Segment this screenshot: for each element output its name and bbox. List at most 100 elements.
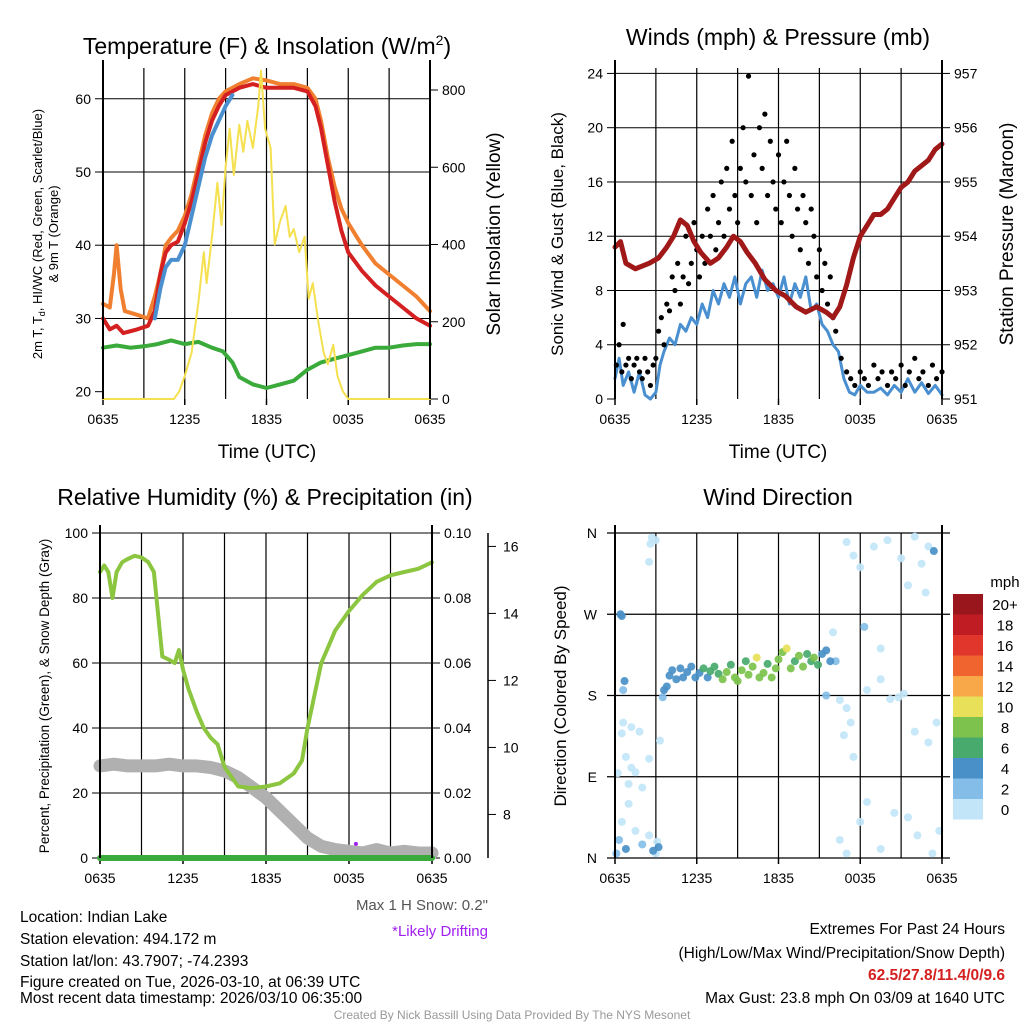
gust-point bbox=[767, 138, 773, 144]
rh-y-tick-label: 80 bbox=[72, 590, 88, 606]
gust-point bbox=[833, 328, 839, 334]
gust-point bbox=[724, 165, 730, 171]
precip-y-tick-label: 0.04 bbox=[444, 720, 471, 736]
wind-y-tick-label: 4 bbox=[595, 337, 603, 353]
wind-direction-point bbox=[646, 539, 655, 548]
colorbar-label: 20+ bbox=[992, 597, 1018, 614]
wind-direction-point bbox=[903, 813, 912, 822]
wind-direction-point bbox=[921, 588, 930, 597]
panel-1 bbox=[607, 60, 950, 405]
pressure-y-tick-label: 957 bbox=[954, 65, 978, 81]
gust-point bbox=[902, 382, 908, 389]
wind-direction-point bbox=[767, 673, 776, 682]
wind-direction-point bbox=[826, 657, 835, 666]
wind-direction-point bbox=[726, 660, 735, 669]
gust-point bbox=[916, 376, 922, 382]
wind-direction-point bbox=[662, 682, 671, 691]
wind-direction-point bbox=[897, 554, 906, 563]
gust-point bbox=[715, 220, 722, 226]
wind-direction-point bbox=[863, 686, 872, 695]
wind-direction-point bbox=[835, 696, 844, 705]
gust-point bbox=[778, 220, 784, 226]
gust-point bbox=[754, 220, 760, 226]
x-tick-label: 1235 bbox=[681, 870, 712, 886]
gust-point bbox=[619, 369, 625, 375]
snow-y-tick-label: 10 bbox=[503, 739, 519, 755]
gust-point bbox=[800, 192, 806, 199]
wind-direction-point bbox=[621, 844, 630, 853]
gust-point bbox=[875, 376, 881, 382]
gust-point bbox=[819, 287, 825, 294]
wind-direction-point bbox=[638, 783, 647, 792]
wind-direction-point bbox=[638, 840, 647, 849]
wind-direction-point bbox=[649, 846, 658, 855]
series-td bbox=[101, 338, 432, 390]
wind-direction-point bbox=[703, 673, 712, 682]
x-tick-label: 1235 bbox=[169, 411, 200, 427]
gust-point bbox=[808, 206, 814, 212]
gust-point bbox=[814, 274, 820, 280]
x-tick-label: 0035 bbox=[845, 411, 876, 427]
wind-direction-point bbox=[620, 677, 629, 686]
wind-direction-point bbox=[635, 727, 644, 736]
gust-point bbox=[666, 308, 673, 314]
wind-direction-point bbox=[790, 657, 799, 666]
series-wc bbox=[152, 93, 235, 321]
gust-point bbox=[844, 369, 850, 375]
gust-point bbox=[848, 376, 854, 382]
latlon-text: Station lat/lon: 43.7907; -74.2393 bbox=[20, 953, 248, 970]
wind-direction-point bbox=[876, 675, 885, 684]
series-9m-t bbox=[101, 76, 432, 321]
rh-y-tick-label: 40 bbox=[72, 720, 88, 736]
gust-point bbox=[805, 260, 812, 266]
precip-y-tick-label: 0.02 bbox=[444, 785, 471, 801]
wind-direction-point bbox=[890, 808, 899, 817]
gust-point bbox=[857, 369, 863, 375]
drifting-marker bbox=[353, 841, 358, 846]
gust-point bbox=[762, 111, 768, 117]
credit-text: Created By Nick Bassill Using Data Provi… bbox=[334, 1008, 691, 1022]
wind-y-tick-label: 24 bbox=[587, 65, 603, 81]
precip-y-tick-label: 0.10 bbox=[444, 525, 471, 541]
gust-point bbox=[822, 260, 828, 266]
wind-direction-point bbox=[730, 673, 739, 682]
wind-direction-point bbox=[645, 831, 654, 840]
colorbar-label: 0 bbox=[1001, 802, 1009, 819]
wind-direction-point bbox=[718, 675, 727, 684]
wind-direction-point bbox=[829, 628, 837, 637]
wind-direction-point bbox=[621, 752, 630, 761]
solar-y-tick-label: 200 bbox=[442, 314, 466, 330]
wind-direction-point bbox=[645, 754, 654, 763]
temp-y-tick-label: 30 bbox=[75, 310, 91, 326]
gust-point bbox=[811, 233, 817, 239]
wind-direction-point bbox=[679, 673, 688, 682]
wind-direction-point bbox=[714, 669, 723, 678]
wind-direction-point bbox=[863, 798, 872, 807]
wind-direction-point bbox=[741, 657, 750, 666]
gust-point bbox=[737, 165, 743, 171]
gust-point bbox=[636, 369, 643, 375]
snow-y-tick-label: 16 bbox=[503, 538, 519, 554]
max-snow-label: Max 1 H Snow: 0.2" bbox=[356, 897, 488, 914]
direction-y-tick-label: N bbox=[587, 525, 597, 541]
gust-point bbox=[745, 73, 752, 79]
x-tick-label: 0635 bbox=[926, 870, 957, 886]
colorbar-swatch bbox=[953, 594, 983, 615]
wind-direction-point bbox=[782, 644, 791, 653]
pressure-y-tick-label: 953 bbox=[954, 282, 978, 298]
wind-direction-point bbox=[699, 664, 708, 673]
wind-direction-point bbox=[856, 563, 865, 572]
wind-panel-title: Winds (mph) & Pressure (mb) bbox=[626, 24, 930, 50]
gust-point bbox=[705, 206, 711, 212]
gust-point bbox=[691, 220, 697, 226]
gust-point bbox=[740, 125, 746, 131]
wind-direction-point bbox=[910, 532, 919, 541]
temp-panel-title: Temperature (F) & Insolation (W/m2) bbox=[83, 32, 451, 59]
colorbar-label: 4 bbox=[1001, 761, 1009, 778]
wind-direction-point bbox=[631, 768, 640, 777]
x-tick-label: 0635 bbox=[416, 870, 447, 886]
x-tick-label: 0035 bbox=[333, 411, 364, 427]
wind-direction-point bbox=[869, 542, 878, 551]
elevation-text: Station elevation: 494.172 m bbox=[20, 931, 216, 948]
gust-point bbox=[759, 165, 765, 171]
